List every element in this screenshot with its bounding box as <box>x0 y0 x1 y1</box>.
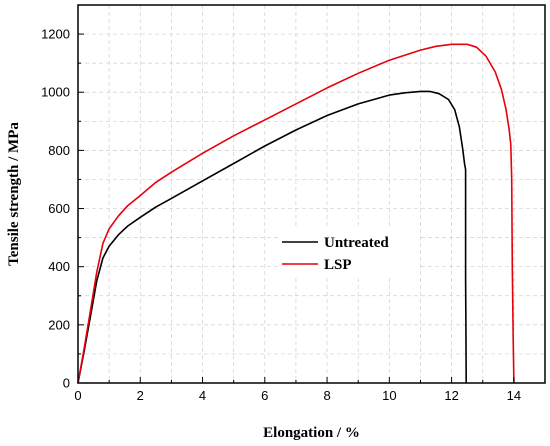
series-layer <box>77 43 515 384</box>
x-tick-label: 2 <box>137 388 144 403</box>
y-tick-label: 1000 <box>41 85 70 100</box>
legend: Untreated LSP <box>278 228 418 276</box>
plot-frame <box>77 4 546 384</box>
ticks: 0 2 4 6 8 10 12 14 0 200 400 600 800 1000 1200 <box>41 27 521 403</box>
y-axis-title: Tensile strength / MPa <box>6 122 22 266</box>
legend-label-untreated: Untreated <box>324 235 389 251</box>
x-tick-label: 14 <box>507 388 521 403</box>
y-tick-label: 200 <box>48 317 70 332</box>
y-tick-label: 1200 <box>41 27 70 42</box>
x-tick-label: 6 <box>261 388 268 403</box>
y-tick-label: 0 <box>63 376 70 391</box>
x-tick-label: 12 <box>444 388 458 403</box>
legend-box <box>278 228 418 276</box>
grid <box>78 5 545 383</box>
y-tick-label: 600 <box>48 201 70 216</box>
x-axis-title: Elongation / % <box>263 425 360 441</box>
y-tick-label: 800 <box>48 143 70 158</box>
x-tick-label: 10 <box>382 388 396 403</box>
y-tick-label: 400 <box>48 259 70 274</box>
x-tick-label: 8 <box>323 388 330 403</box>
x-tick-label: 4 <box>199 388 206 403</box>
series-line-untreated <box>77 90 467 384</box>
x-tick-label: 0 <box>74 388 81 403</box>
series-line-lsp <box>77 43 515 384</box>
legend-label-lsp: LSP <box>324 257 352 273</box>
